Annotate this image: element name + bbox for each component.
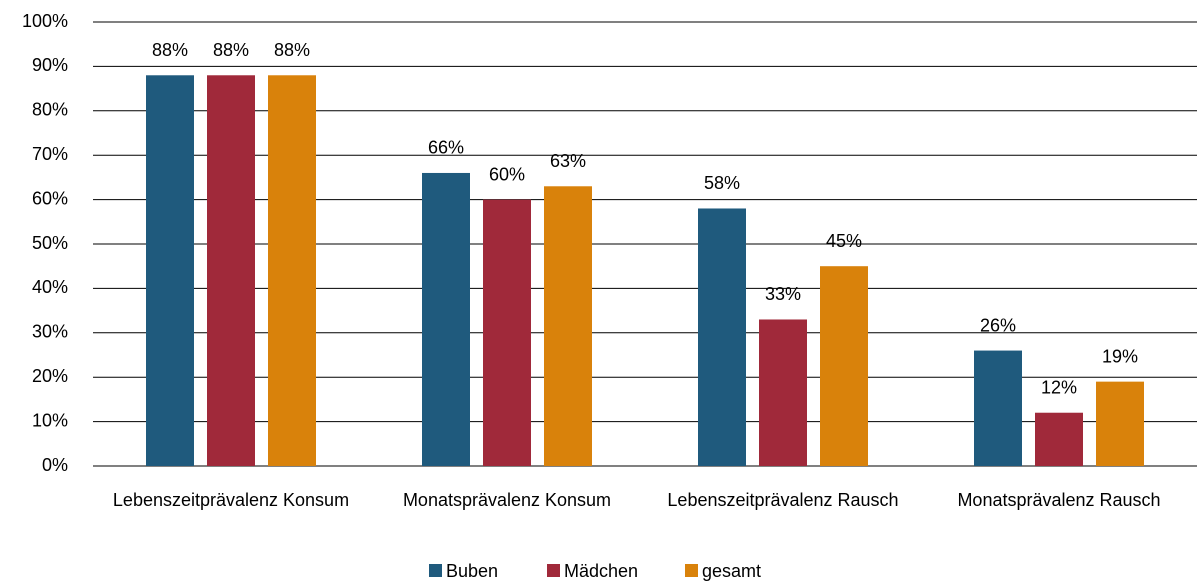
- x-tick-label: Lebenszeitprävalenz Konsum: [112, 490, 350, 510]
- data-label: 88%: [152, 40, 188, 60]
- bar: [268, 75, 316, 466]
- x-tick-label: Monatsprävalenz Konsum: [402, 490, 612, 510]
- bar: [1035, 412, 1083, 466]
- x-tick-label: Monatsprävalenz Rausch: [957, 490, 1161, 510]
- y-tick-label: 80%: [32, 100, 68, 120]
- bar: [207, 75, 255, 466]
- data-label: 19%: [1102, 346, 1138, 366]
- y-tick-label: 30%: [32, 322, 68, 342]
- x-tick-label: Lebenszeitprävalenz Rausch: [667, 490, 899, 510]
- data-label: 63%: [550, 151, 586, 171]
- y-tick-label: 0%: [42, 455, 68, 475]
- y-tick-label: 100%: [22, 11, 68, 31]
- legend-label: Mädchen: [564, 561, 638, 581]
- data-label: 60%: [489, 164, 525, 184]
- y-tick-label: 70%: [32, 144, 68, 164]
- bar: [698, 208, 746, 467]
- bar: [759, 319, 807, 466]
- y-tick-label: 10%: [32, 410, 68, 430]
- y-tick-label: 50%: [32, 233, 68, 253]
- bar: [483, 199, 531, 466]
- y-tick-label: 20%: [32, 366, 68, 386]
- y-tick-label: 40%: [32, 277, 68, 297]
- y-tick-label: 60%: [32, 188, 68, 208]
- data-label: 26%: [980, 315, 1016, 335]
- legend-label: Buben: [446, 561, 498, 581]
- data-label: 33%: [765, 284, 801, 304]
- data-label: 58%: [704, 173, 740, 193]
- data-label: 88%: [213, 40, 249, 60]
- data-label: 66%: [428, 138, 464, 158]
- bar: [422, 172, 470, 466]
- legend-swatch: [547, 564, 560, 577]
- legend-swatch: [429, 564, 442, 577]
- bar: [974, 350, 1022, 466]
- data-label: 45%: [826, 231, 862, 251]
- bar: [820, 266, 868, 466]
- legend-swatch: [685, 564, 698, 577]
- y-tick-label: 90%: [32, 55, 68, 75]
- data-label: 12%: [1041, 377, 1077, 397]
- data-label: 88%: [274, 40, 310, 60]
- bar: [146, 75, 194, 466]
- bar: [1096, 381, 1144, 466]
- legend-label: gesamt: [702, 561, 761, 581]
- bar: [544, 186, 592, 466]
